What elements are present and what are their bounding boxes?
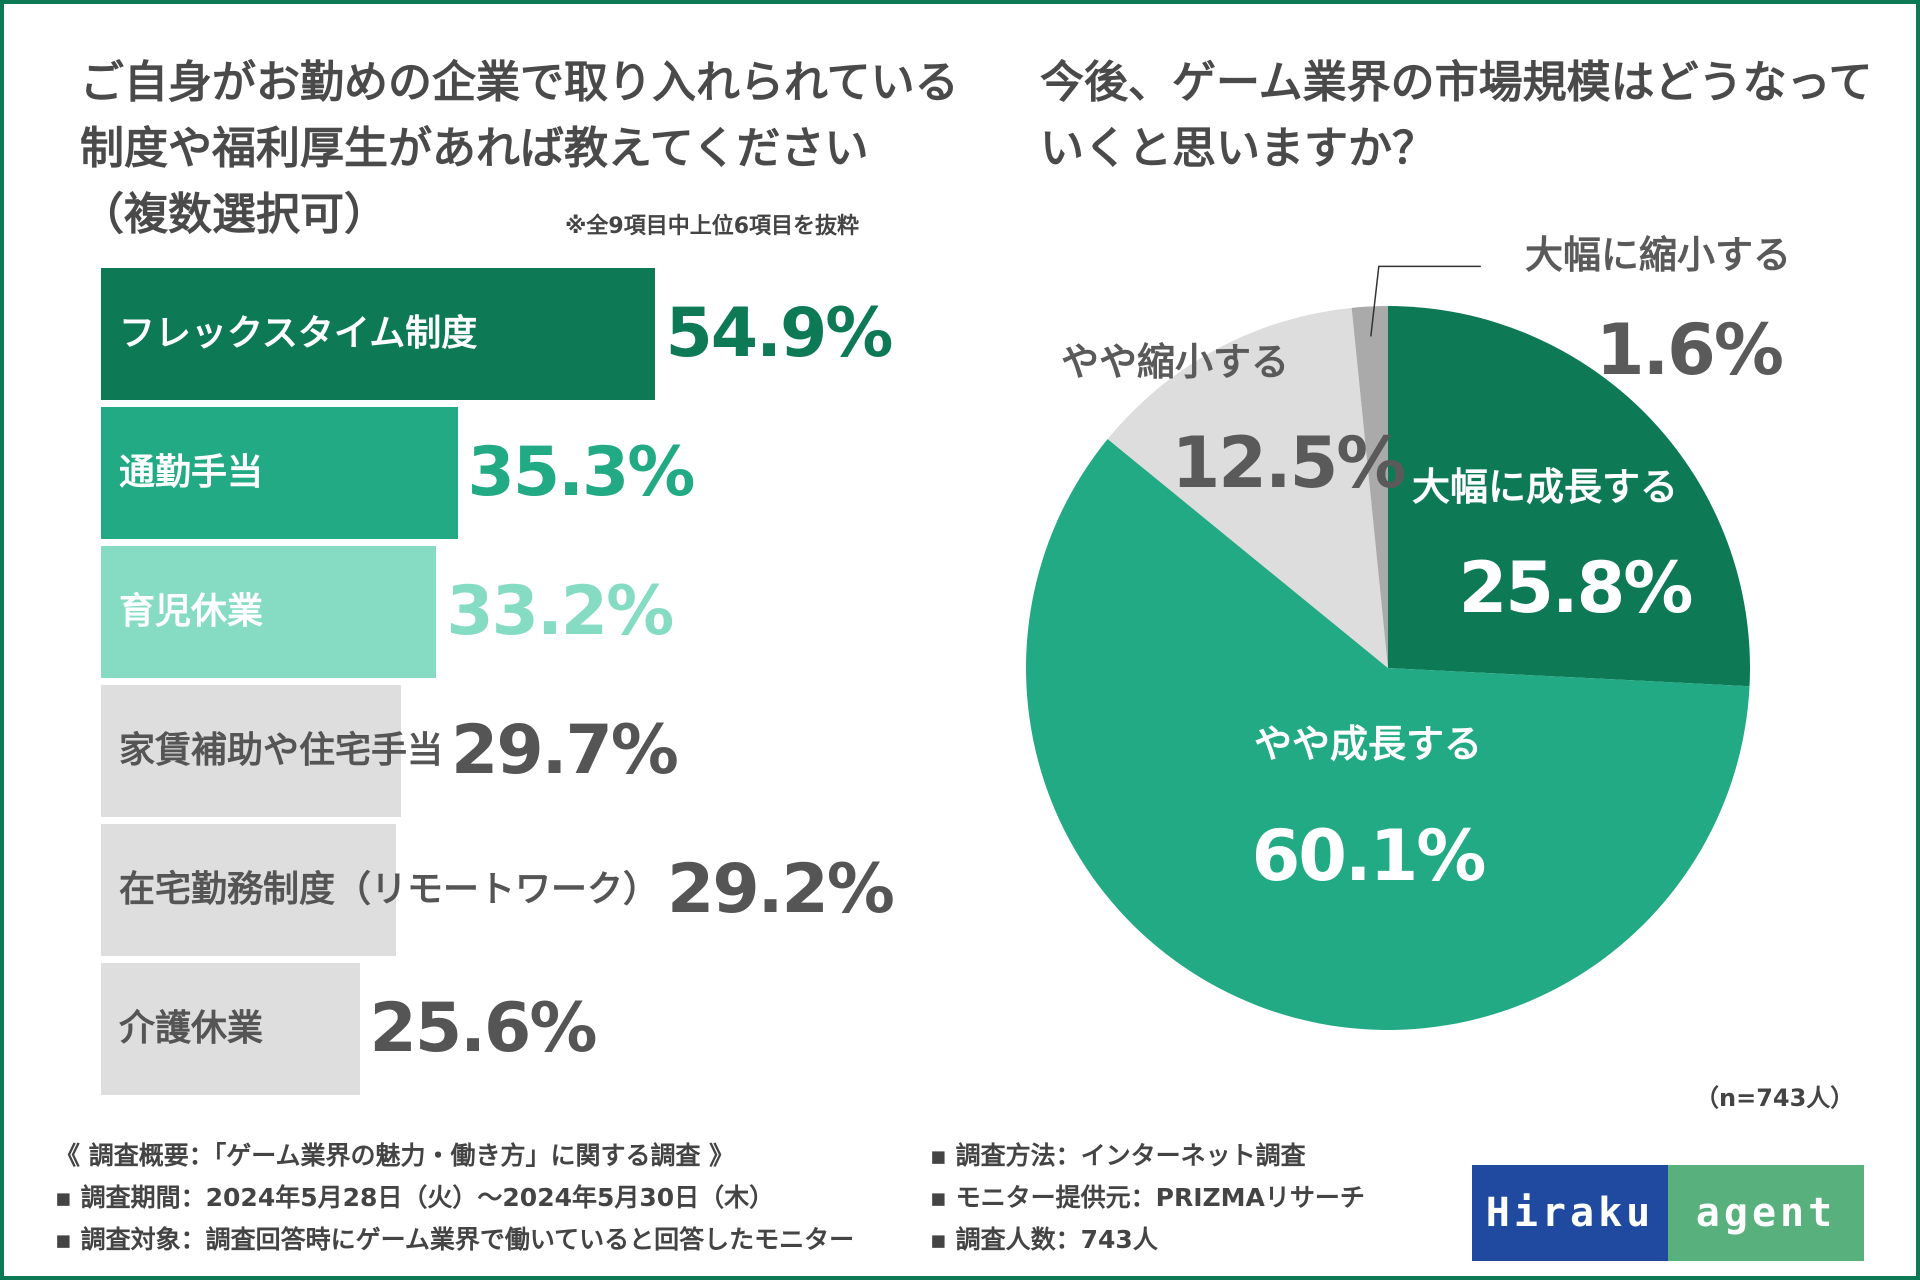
bar-value-label: 25.6% <box>369 989 598 1068</box>
bar <box>101 685 401 817</box>
sample-size: （n=743人） <box>1695 1084 1855 1112</box>
bar-value-label: 29.2% <box>667 850 895 929</box>
pie-category-label: やや成長する <box>1254 722 1482 766</box>
bar-value-label: 35.3% <box>467 433 696 512</box>
bar <box>101 546 437 678</box>
pie-title-line: いくと思いますか？ <box>1040 123 1436 174</box>
pie-slice <box>1388 306 1750 687</box>
survey-summary-left: 《 調査概要：「ゲーム業界の魅力・働き方」に関する調査 》 ▪ 調査期間：202… <box>55 1135 854 1261</box>
survey-summary-right: ▪ 調査方法：インターネット調査 ▪ モニター提供元：PRIZMAリサーチ ▪ … <box>930 1135 1365 1261</box>
bar-category-label: 家賃補助や住宅手当 <box>119 730 444 771</box>
footer-line: ▪ 調査方法：インターネット調査 <box>930 1141 1306 1170</box>
pie-slice <box>1025 439 1750 1031</box>
pie-slice <box>1351 306 1388 668</box>
pie-category-label: やや縮小する <box>1061 340 1289 384</box>
footer-line: ▪ 調査人数：743人 <box>930 1225 1158 1254</box>
bar <box>101 407 458 539</box>
bar-chart-title: ご自身がお勤めの企業で取り入れられている 制度や福利厚生があれば教えてください … <box>80 50 960 248</box>
pie-slice <box>1107 307 1388 668</box>
bar <box>101 824 396 956</box>
bar-value-label: 33.2% <box>446 572 674 651</box>
pie-value-label: 60.1% <box>1252 815 1485 897</box>
bar <box>101 268 656 400</box>
bar-category-label: フレックスタイム制度 <box>119 313 478 354</box>
logo-part-hiraku: Hiraku <box>1472 1165 1668 1261</box>
bar-value-label: 29.7% <box>451 711 679 790</box>
pie-title-line: 今後、ゲーム業界の市場規模はどうなって <box>1040 57 1873 108</box>
pie-value-label: 25.8% <box>1459 547 1692 629</box>
bar-title-line: （複数選択可） <box>80 189 388 240</box>
bar-category-label: 育児休業 <box>119 591 264 632</box>
bar-category-label: 通勤手当 <box>119 452 264 493</box>
footer-line: ▪ モニター提供元：PRIZMAリサーチ <box>930 1183 1365 1212</box>
pie-leader-line <box>1370 265 1481 337</box>
footer-line: ▪ 調査期間：2024年5月28日（火）〜2024年5月30日（木） <box>55 1183 775 1212</box>
footer-line: ▪ 調査対象：調査回答時にゲーム業界で働いていると回答したモニター <box>55 1225 855 1254</box>
logo-part-agent: agent <box>1668 1165 1864 1261</box>
bar-chart-note: ※全9項目中上位6項目を抜粋 <box>565 214 860 239</box>
footer-line: 《 調査概要：「ゲーム業界の魅力・働き方」に関する調査 》 <box>55 1141 735 1170</box>
hiraku-agent-logo: Hiraku agent <box>1472 1165 1864 1261</box>
pie-category-label: 大幅に成長する <box>1412 465 1678 509</box>
bar-category-label: 介護休業 <box>119 1008 264 1049</box>
pie-category-label: 大幅に縮小する <box>1525 233 1791 277</box>
bar-title-line: ご自身がお勤めの企業で取り入れられている <box>80 57 959 108</box>
pie-value-label: 12.5% <box>1172 422 1405 504</box>
bar-title-line: 制度や福利厚生があれば教えてください <box>80 123 869 174</box>
pie-chart-title: 今後、ゲーム業界の市場規模はどうなって いくと思いますか？ <box>1040 50 1880 182</box>
pie-value-label: 1.6% <box>1596 309 1782 391</box>
bar-value-label: 54.9% <box>665 294 893 373</box>
bar <box>101 963 360 1095</box>
bar-category-label: 在宅勤務制度（リモートワーク） <box>119 869 660 910</box>
